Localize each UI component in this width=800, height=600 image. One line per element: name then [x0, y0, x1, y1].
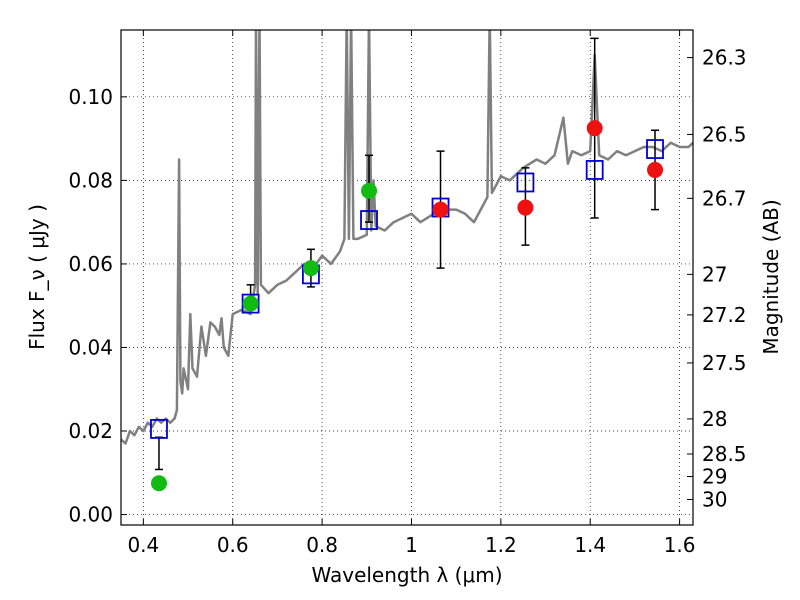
green-data-point: [150, 475, 167, 492]
right-tick-label: 27.5: [702, 351, 747, 375]
model-square-point: [585, 160, 604, 180]
x-tick-label: 1.6: [664, 533, 696, 557]
y-tick-label: 0.00: [68, 503, 113, 527]
x-tick-label: 0.8: [306, 533, 338, 557]
x-axis-label: Wavelength λ (μm): [311, 563, 502, 587]
y-axis-label: Flux F_ν ( μJy ): [25, 204, 49, 350]
x-tick-label: 0.4: [127, 533, 159, 557]
x-tick-label: 1.2: [485, 533, 517, 557]
y-tick-label: 0.08: [68, 168, 113, 192]
right-tick-label: 26.5: [702, 122, 747, 146]
green-data-point: [302, 260, 319, 277]
model-square-point: [646, 139, 664, 159]
plot-frame: [120, 29, 694, 526]
right-axis-label: Magnitude (AB): [759, 199, 783, 354]
right-tick-label: 28.5: [702, 442, 747, 466]
y-tick-label: 0.10: [68, 85, 113, 109]
right-tick-label: 27.2: [702, 303, 747, 327]
right-tick-label: 26.3: [702, 46, 747, 70]
red-data-point: [647, 161, 664, 178]
y-tick-label: 0.02: [68, 419, 113, 443]
right-tick-label: 27: [702, 262, 727, 286]
red-data-point: [432, 201, 449, 218]
model-square-point: [360, 210, 378, 230]
model-square-point: [516, 172, 535, 193]
x-tick-label: 1: [405, 533, 418, 557]
spectrum-line: [121, 30, 693, 445]
green-data-point: [361, 182, 378, 199]
green-data-point: [242, 295, 259, 312]
error-bar-layer: [150, 37, 664, 492]
y-tick-label: 0.06: [68, 252, 113, 276]
x-tick-label: 0.6: [217, 533, 249, 557]
grid: [121, 30, 693, 525]
right-tick-label: 28: [702, 407, 727, 431]
data-layer: [121, 30, 693, 445]
tick-layer: 0.4 0.6 0.8 1 1.2 1.4 1.6 0.00 0.02 0.04 0.06 0.08 0…: [68, 30, 747, 557]
right-tick-label: 29: [702, 465, 727, 489]
red-data-point: [517, 199, 534, 216]
model-square-point: [150, 419, 168, 439]
right-tick-label: 30: [702, 488, 727, 512]
red-data-point: [586, 120, 603, 137]
x-tick-label: 1.4: [574, 533, 606, 557]
y-tick-label: 0.04: [68, 335, 113, 359]
right-tick-label: 26.7: [702, 186, 747, 210]
